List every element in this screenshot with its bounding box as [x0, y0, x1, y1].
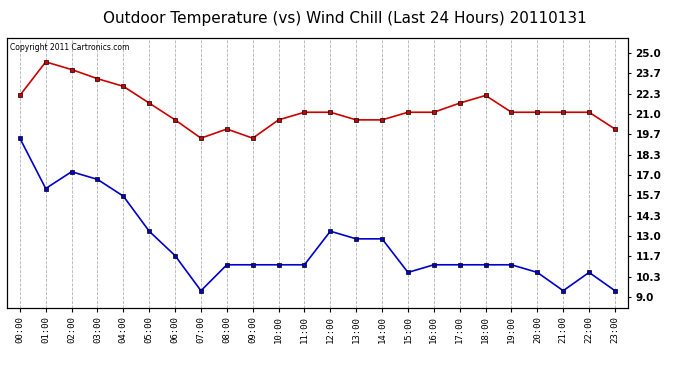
Text: Outdoor Temperature (vs) Wind Chill (Last 24 Hours) 20110131: Outdoor Temperature (vs) Wind Chill (Las…	[103, 11, 587, 26]
Text: Copyright 2011 Cartronics.com: Copyright 2011 Cartronics.com	[10, 43, 130, 52]
